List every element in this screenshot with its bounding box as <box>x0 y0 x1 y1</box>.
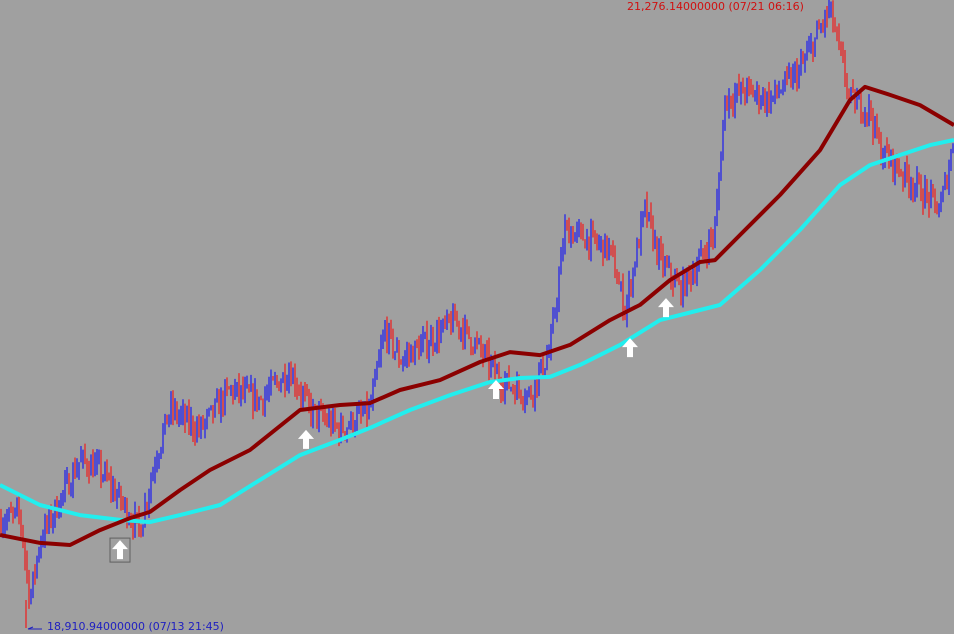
buy-arrow-icon <box>622 338 638 358</box>
buy-arrow-icon <box>112 540 128 560</box>
high-price-label: 21,276.14000000 (07/21 06:16) <box>627 0 804 13</box>
low-price-label: 18,910.94000000 (07/13 21:45) <box>47 620 224 633</box>
selected-arrow-box <box>109 537 131 563</box>
buy-arrow-icon <box>298 429 314 449</box>
low-pointer-icon <box>27 626 42 630</box>
fast-moving-average-line <box>0 138 954 525</box>
slow-moving-average-line <box>0 84 954 547</box>
buy-arrow-icon <box>488 380 504 400</box>
buy-arrow-icon <box>658 298 674 318</box>
